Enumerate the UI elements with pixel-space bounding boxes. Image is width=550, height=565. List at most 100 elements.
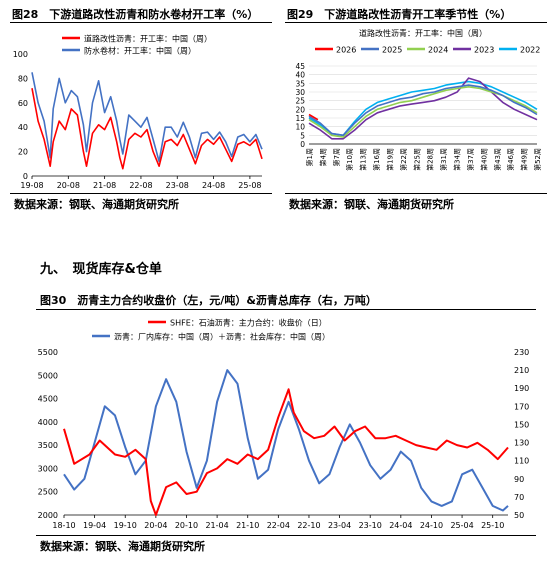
legend-label-1: 2025 <box>382 46 402 55</box>
x-tick-label: 第13周 <box>359 148 368 171</box>
y-tick-label: 20 <box>295 105 305 114</box>
x-tick-label: 第16周 <box>372 148 381 171</box>
y-left-tick-label: 2500 <box>38 488 58 497</box>
x-tick-label: 第22周 <box>399 148 408 171</box>
x-tick-label: 18-10 <box>52 521 75 530</box>
y-right-tick-label: 130 <box>514 439 529 448</box>
y-tick-label: 80 <box>18 74 28 83</box>
x-tick-label: 22-10 <box>297 521 320 530</box>
y-right-tick-label: 230 <box>514 348 529 357</box>
fig28-bottom-rule <box>10 193 272 194</box>
y-tick-label: 0 <box>23 172 28 181</box>
x-tick-label: 第25周 <box>412 148 421 171</box>
fig29-panel: 图29 下游道路改性沥青开工率季节性（%） 道路改性沥青：开工率：中国（周） 20… <box>275 0 550 215</box>
x-tick-label: 20-10 <box>175 521 198 530</box>
x-tick-label: 19-10 <box>114 521 137 530</box>
series-line-4 <box>308 80 538 137</box>
y-tick-label: 30 <box>295 88 305 97</box>
fig28-title-rule <box>10 22 272 23</box>
y-right-tick-label: 70 <box>514 493 524 502</box>
x-tick-label: 22-04 <box>267 521 290 530</box>
legend-label-0: 道路改性沥青：开工率：中国（周） <box>84 34 212 44</box>
fig28-source: 数据来源：钢联、海通期货研究所 <box>14 198 179 211</box>
y-right-tick-label: 170 <box>514 402 529 411</box>
series-line-0 <box>31 88 263 170</box>
fig28-chart: 道路改性沥青：开工率：中国（周） 防水卷材：开工率：中国（周） 0 20 40 60 80 1… <box>13 34 263 190</box>
fig30-title-rule <box>36 309 536 310</box>
fig29-source: 数据来源：钢联、海通期货研究所 <box>289 198 454 211</box>
y-left-tick-label: 3500 <box>38 441 58 450</box>
x-tick-label: 20-04 <box>144 521 167 530</box>
fig29-title-rule <box>285 22 547 23</box>
legend-label-0: SHFE：石油沥青：主力合约：收盘价（日） <box>170 318 327 328</box>
y-right-tick-label: 210 <box>514 366 529 375</box>
y-tick-label: 15 <box>295 114 305 123</box>
y-tick-label: 5 <box>300 131 305 140</box>
y-tick-label: 25 <box>295 97 305 106</box>
x-tick-label: 21-08 <box>93 181 116 190</box>
legend-label-1: 防水卷材：开工率：中国（周） <box>84 46 196 56</box>
fig30-title: 图30 沥青主力合约收盘价（左，元/吨）&沥青总库存（右，万吨） <box>40 294 377 307</box>
fig30-panel: 图30 沥青主力合约收盘价（左，元/吨）&沥青总库存（右，万吨） SHFE：石油… <box>0 286 550 565</box>
series-line-1 <box>308 84 538 137</box>
x-tick-label: 第49周 <box>520 148 529 171</box>
x-tick-label: 23-10 <box>359 521 382 530</box>
y-left-tick-label: 5000 <box>38 371 58 380</box>
x-tick-label: 第19周 <box>385 148 394 171</box>
section-heading: 九、 现货库存&仓单 <box>40 262 162 277</box>
x-tick-label: 第52周 <box>533 148 542 171</box>
legend-label-0: 2026 <box>336 46 356 55</box>
x-tick-label: 23-08 <box>166 181 189 190</box>
y-left-tick-label: 2000 <box>38 511 58 520</box>
x-tick-label: 19-04 <box>83 521 106 530</box>
x-tick-label: 第46周 <box>506 148 515 171</box>
y-tick-label: 10 <box>295 123 305 132</box>
series-line-0 <box>308 113 319 121</box>
fig29-title: 图29 下游道路改性沥青开工率季节性（%） <box>287 8 512 21</box>
series-line-price <box>63 388 509 516</box>
x-tick-label: 24-08 <box>202 181 225 190</box>
x-tick-label: 23-04 <box>328 521 351 530</box>
legend-label-2: 2024 <box>428 46 448 55</box>
y-right-tick-label: 50 <box>514 511 524 520</box>
series-title: 道路改性沥青：开工率：中国（周） <box>359 28 487 38</box>
x-tick-label: 第40周 <box>479 148 488 171</box>
y-tick-label: 60 <box>18 99 28 108</box>
y-tick-label: 100 <box>13 50 28 59</box>
x-tick-label: 19-08 <box>20 181 43 190</box>
y-left-tick-label: 5500 <box>38 348 58 357</box>
x-tick-label: 24-10 <box>420 521 443 530</box>
x-tick-label: 第10周 <box>345 148 354 171</box>
fig30-bottom-rule <box>36 535 536 536</box>
x-tick-label: 第43周 <box>493 148 502 171</box>
y-right-tick-label: 90 <box>514 475 524 484</box>
x-tick-label: 21-04 <box>205 521 228 530</box>
y-tick-label: 35 <box>295 79 305 88</box>
y-tick-label: 20 <box>18 148 28 157</box>
fig28-title: 图28 下游道路改性沥青和防水卷材开工率（%） <box>12 8 259 21</box>
x-tick-label: 25-10 <box>481 521 504 530</box>
x-tick-label: 第7周 <box>332 148 341 166</box>
fig30-chart: SHFE：石油沥青：主力合约：收盘价（日） 沥青：厂内库存：中国（周）＋沥青：社会… <box>38 318 530 531</box>
x-tick-label: 第4周 <box>318 148 327 166</box>
x-tick-label: 25-04 <box>450 521 473 530</box>
fig28-panel: 图28 下游道路改性沥青和防水卷材开工率（%） 道路改性沥青：开工率：中国（周）… <box>0 0 275 215</box>
x-tick-label: 21-10 <box>236 521 259 530</box>
legend-label-4: 2022 <box>520 46 540 55</box>
y-tick-label: 40 <box>18 123 28 132</box>
y-left-tick-label: 4500 <box>38 395 58 404</box>
fig29-bottom-rule <box>285 193 547 194</box>
series-line-1 <box>31 72 263 163</box>
x-tick-label: 22-08 <box>129 181 152 190</box>
x-tick-label: 24-04 <box>389 521 412 530</box>
x-tick-label: 第28周 <box>426 148 435 171</box>
y-left-tick-label: 4000 <box>38 418 58 427</box>
x-tick-label: 25-08 <box>238 181 261 190</box>
legend-label-1: 沥青：厂内库存：中国（周）＋沥青：社会库存：中国（周） <box>114 332 330 342</box>
y-tick-label: 45 <box>295 62 305 71</box>
fig30-source: 数据来源：钢联、海通期货研究所 <box>40 540 205 553</box>
y-tick-label: 40 <box>295 71 305 80</box>
series-line-3 <box>308 77 538 140</box>
y-right-tick-label: 110 <box>514 457 529 466</box>
y-tick-label: 0 <box>300 140 305 149</box>
